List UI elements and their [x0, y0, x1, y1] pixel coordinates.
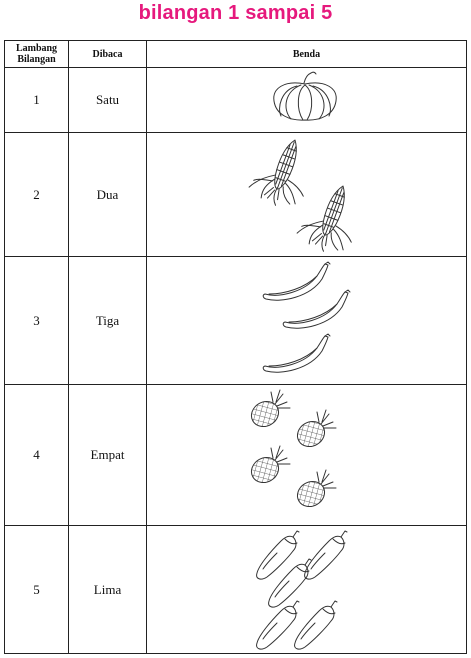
pineapple-icon	[250, 445, 291, 483]
table-row: 5 Lima	[4, 525, 467, 654]
number-word: Dua	[68, 132, 147, 257]
number-symbol: 2	[4, 132, 69, 257]
header-benda: Benda	[146, 40, 467, 68]
pineapple-icon	[296, 409, 337, 447]
number-symbol: 3	[4, 256, 69, 385]
pineapple-icon	[250, 389, 291, 427]
number-symbol: 5	[4, 525, 69, 654]
number-symbol: 1	[4, 67, 69, 133]
table-row: 2 Dua	[4, 132, 467, 257]
objects-cell	[146, 256, 467, 385]
number-word: Satu	[68, 67, 147, 133]
objects-cell	[146, 67, 467, 133]
corn-icon	[296, 185, 352, 252]
eggplant-icon	[256, 600, 300, 650]
number-word: Lima	[68, 525, 147, 654]
eggplant-icon	[294, 600, 338, 650]
table-row: 3 Tiga	[4, 256, 467, 385]
table-header-row: Lambang Bilangan Dibaca Benda	[4, 40, 467, 68]
eggplant-icon	[304, 530, 348, 580]
banana-icon	[262, 261, 331, 301]
number-symbol: 4	[4, 384, 69, 526]
objects-cell	[146, 525, 467, 654]
header-lambang-bilangan: Lambang Bilangan	[4, 40, 69, 68]
table-row: 4 Empat	[4, 384, 467, 526]
number-word: Empat	[68, 384, 147, 526]
table-row: 1 Satu	[4, 67, 467, 133]
banana-icon	[262, 333, 331, 373]
page-title: bilangan 1 sampai 5	[138, 2, 333, 24]
pineapple-icon	[296, 469, 337, 507]
corn-icon	[248, 139, 304, 206]
objects-cell	[146, 384, 467, 526]
number-word: Tiga	[68, 256, 147, 385]
eggplant-icon	[256, 530, 300, 580]
number-table: Lambang Bilangan Dibaca Benda 1 Satu	[4, 40, 467, 654]
objects-cell	[146, 132, 467, 257]
header-dibaca: Dibaca	[68, 40, 147, 68]
eggplant-icon	[268, 558, 312, 608]
banana-icon	[282, 289, 351, 329]
pumpkin-icon	[273, 71, 337, 121]
